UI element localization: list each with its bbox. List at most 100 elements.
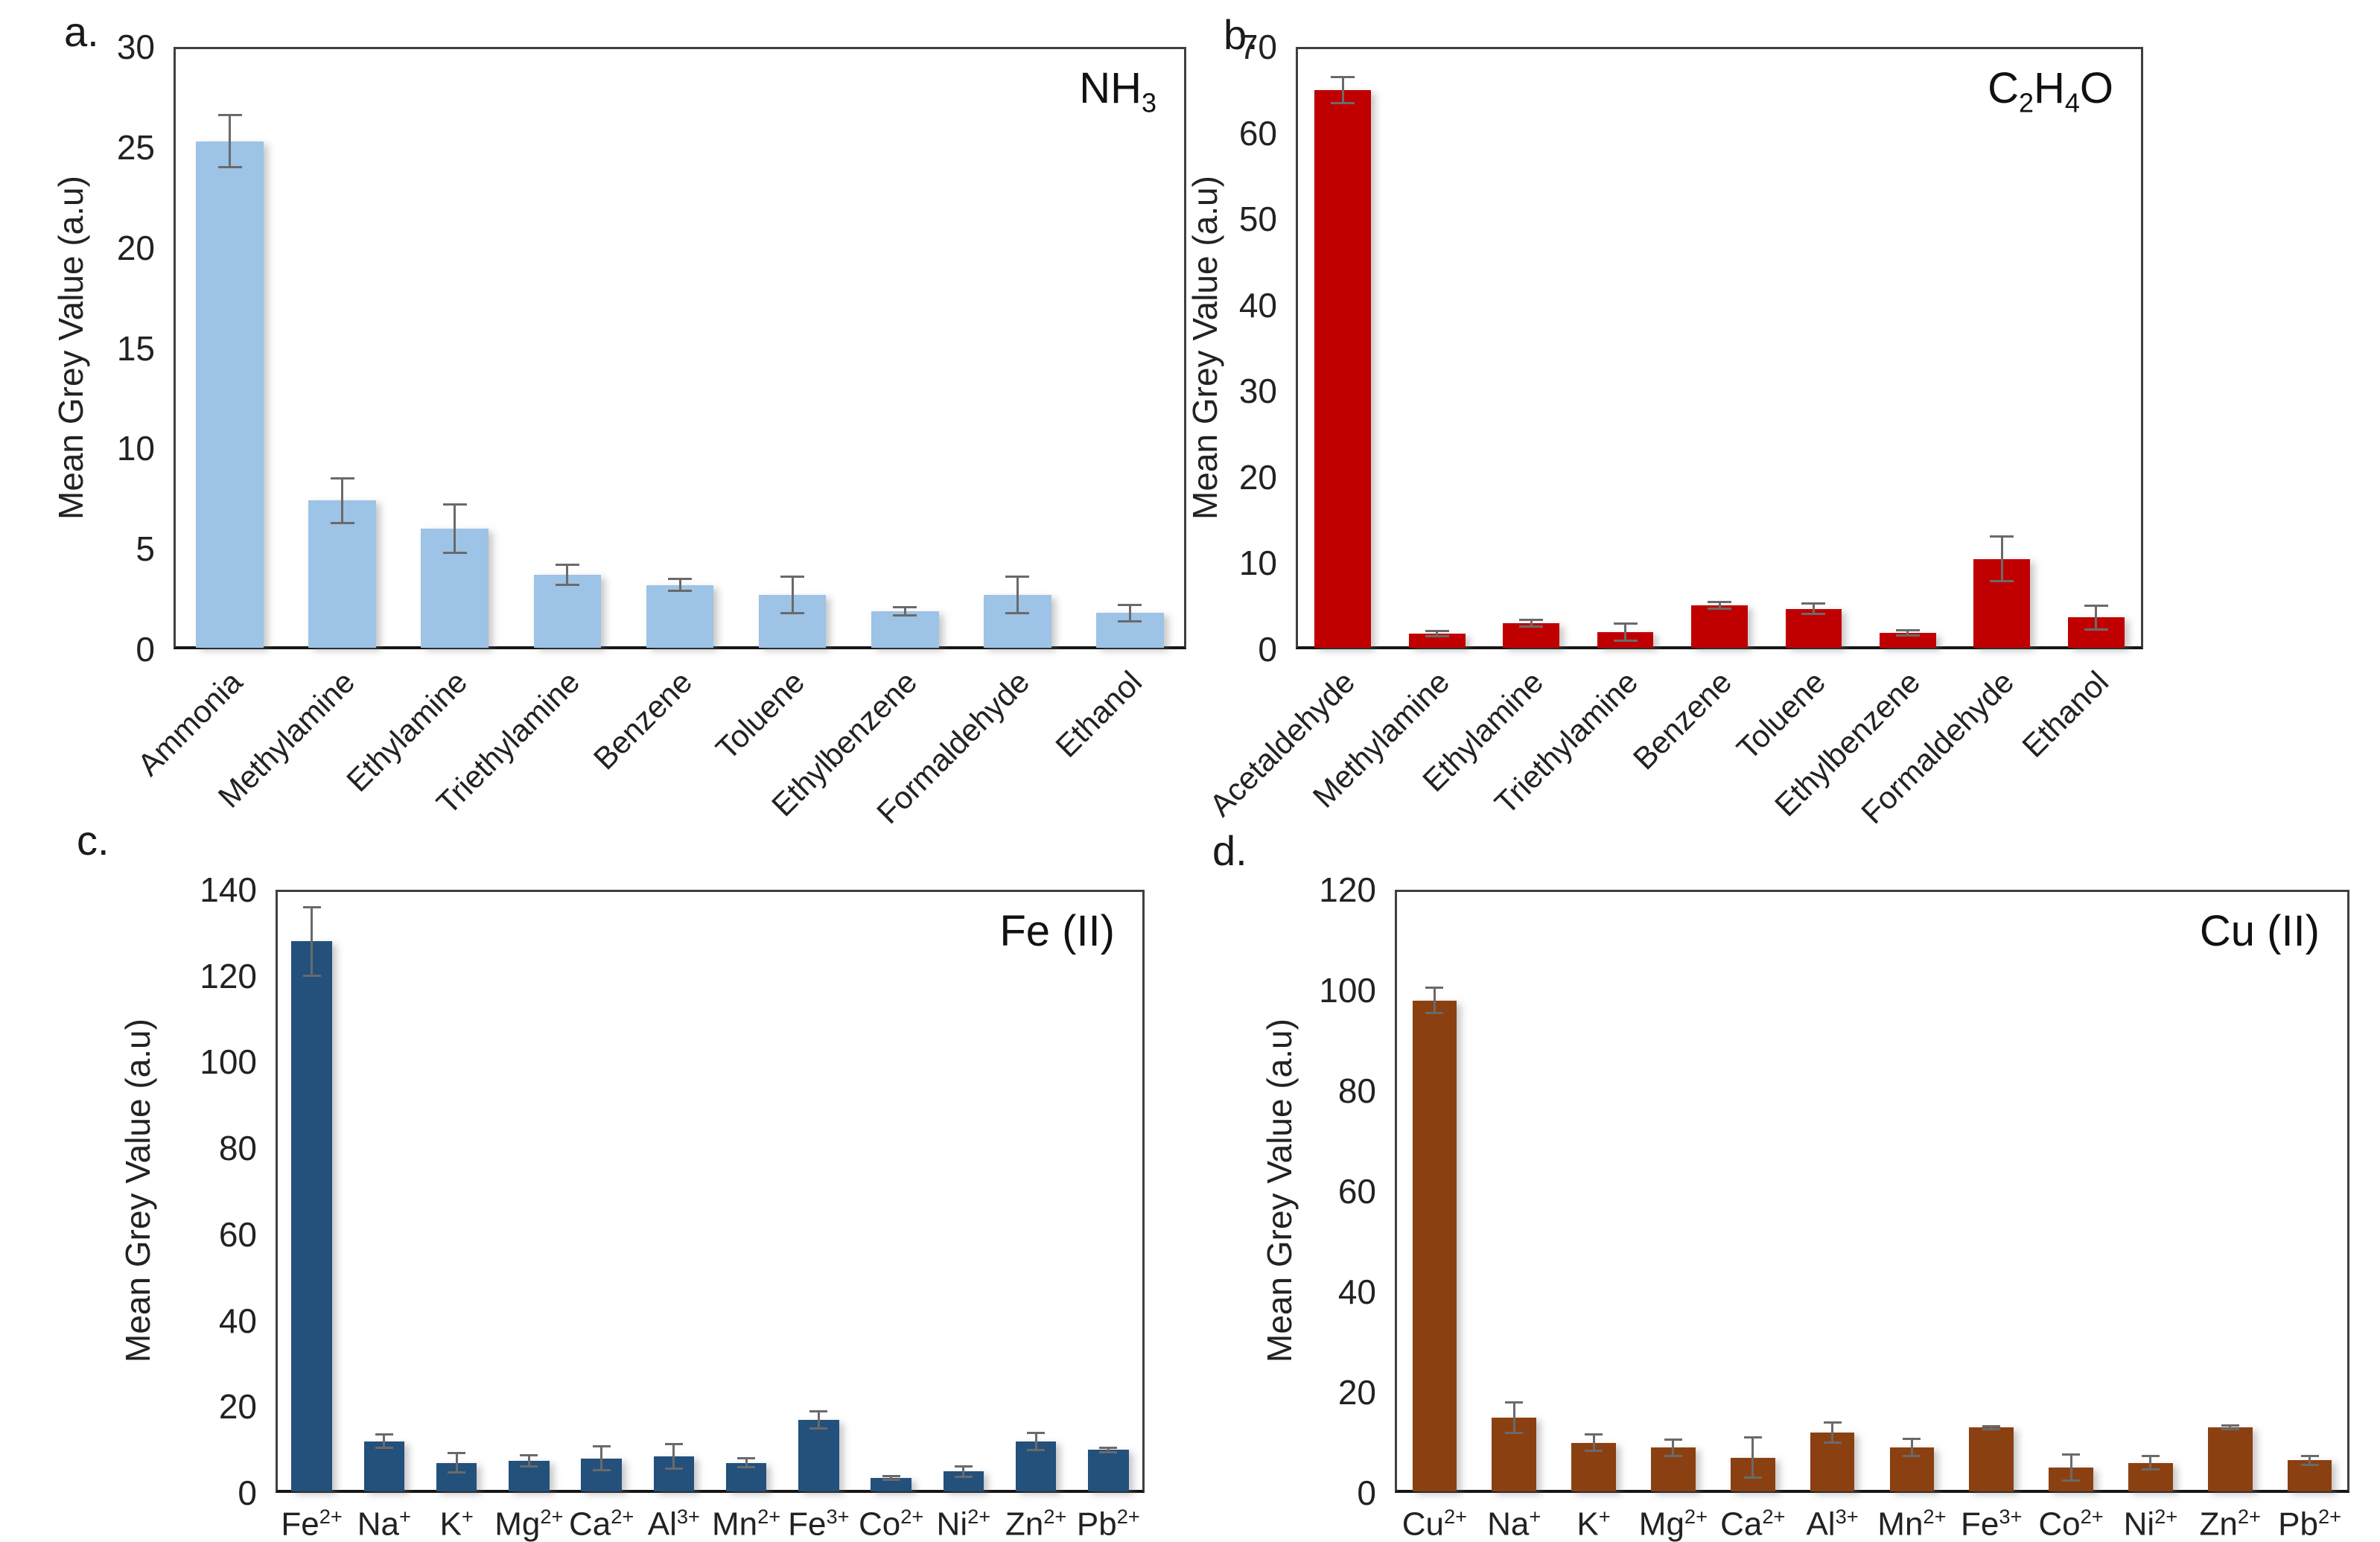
y-tick-label-d-100: 100 bbox=[1319, 971, 1376, 1010]
error-cap-a-3-high bbox=[555, 564, 579, 567]
bar-b-4 bbox=[1691, 605, 1748, 648]
error-cap-c-1-high bbox=[375, 1433, 393, 1436]
x-label-c-4: Ca2+ bbox=[568, 1505, 634, 1542]
error-bar-d-5 bbox=[1831, 1422, 1834, 1443]
error-bar-c-1 bbox=[383, 1434, 386, 1448]
error-cap-b-6-low bbox=[1895, 634, 1920, 637]
error-bar-a-0 bbox=[229, 115, 232, 168]
y-tick-label-c-140: 140 bbox=[200, 870, 257, 909]
bar-c-8 bbox=[871, 1477, 911, 1491]
error-cap-d-0-high bbox=[1425, 987, 1444, 990]
x-label-c-9: Ni2+ bbox=[936, 1505, 991, 1542]
x-label-d-1: Na+ bbox=[1487, 1505, 1541, 1542]
error-cap-c-3-high bbox=[520, 1453, 538, 1456]
error-bar-c-7 bbox=[817, 1411, 820, 1429]
panel-letter-d: d. bbox=[1212, 827, 1247, 874]
error-cap-d-9-low bbox=[2141, 1468, 2160, 1471]
y-tick-label-a-30: 30 bbox=[116, 28, 155, 66]
y-tick-label-b-60: 60 bbox=[1238, 113, 1277, 153]
x-label-c-3: Mg2+ bbox=[494, 1505, 564, 1542]
x-label-d-8: Co2+ bbox=[2038, 1505, 2104, 1542]
error-cap-a-7-high bbox=[1005, 576, 1030, 579]
error-cap-b-1-low bbox=[1425, 635, 1449, 638]
y-tick-label-c-60: 60 bbox=[218, 1214, 257, 1254]
error-bar-d-7 bbox=[1990, 1426, 1993, 1430]
error-cap-c-7-low bbox=[809, 1427, 828, 1430]
error-cap-c-9-low bbox=[954, 1475, 973, 1478]
error-cap-c-8-high bbox=[882, 1474, 900, 1477]
error-bar-d-9 bbox=[2149, 1456, 2152, 1470]
x-label-d-10: Zn2+ bbox=[2199, 1505, 2261, 1542]
error-cap-a-1-low bbox=[330, 521, 354, 524]
error-cap-b-8-high bbox=[2084, 604, 2108, 607]
error-bar-b-2 bbox=[1530, 619, 1533, 627]
y-tick-label-a-15: 15 bbox=[116, 328, 155, 368]
y-tick-label-d-60: 60 bbox=[1337, 1172, 1376, 1211]
error-cap-c-8-low bbox=[882, 1478, 900, 1481]
y-tick-label-b-40: 40 bbox=[1238, 285, 1277, 325]
y-tick-label-c-100: 100 bbox=[200, 1042, 257, 1082]
error-cap-a-2-high bbox=[442, 503, 467, 506]
error-cap-d-10-low bbox=[2221, 1428, 2239, 1431]
error-cap-a-8-low bbox=[1118, 619, 1142, 622]
error-bar-a-4 bbox=[678, 579, 681, 591]
error-cap-b-6-high bbox=[1895, 629, 1920, 632]
error-cap-d-5-low bbox=[1823, 1441, 1842, 1444]
error-cap-b-3-low bbox=[1613, 639, 1638, 642]
x-label-d-4: Ca2+ bbox=[1720, 1505, 1786, 1542]
y-tick-label-b-30: 30 bbox=[1238, 372, 1277, 411]
error-bar-d-4 bbox=[1751, 1437, 1754, 1478]
error-cap-a-5-low bbox=[780, 611, 805, 614]
error-bar-d-3 bbox=[1672, 1439, 1675, 1456]
error-bar-b-8 bbox=[2095, 605, 2098, 630]
bar-d-7 bbox=[1969, 1427, 2014, 1491]
error-cap-b-0-low bbox=[1331, 101, 1355, 104]
error-cap-d-1-low bbox=[1505, 1431, 1524, 1434]
error-bar-c-0 bbox=[311, 907, 314, 976]
error-cap-d-0-low bbox=[1425, 1011, 1444, 1014]
y-axis-label-c: Mean Grey Value (a.u) bbox=[118, 1019, 157, 1363]
x-label-d-3: Mg2+ bbox=[1638, 1505, 1708, 1542]
error-cap-c-11-low bbox=[1099, 1450, 1118, 1453]
y-tick-label-b-0: 0 bbox=[1258, 630, 1277, 669]
y-tick-label-b-70: 70 bbox=[1238, 28, 1277, 66]
error-bar-b-0 bbox=[1341, 77, 1344, 103]
error-bar-a-2 bbox=[454, 504, 456, 553]
x-label-c-2: K+ bbox=[439, 1505, 474, 1542]
error-cap-b-0-high bbox=[1331, 75, 1355, 78]
error-cap-b-4-low bbox=[1708, 608, 1731, 611]
error-bar-b-4 bbox=[1718, 602, 1721, 609]
x-label-c-8: Co2+ bbox=[858, 1505, 924, 1542]
bar-b-6 bbox=[1879, 633, 1936, 648]
error-bar-d-11 bbox=[2309, 1456, 2311, 1465]
error-cap-d-7-low bbox=[1982, 1427, 2001, 1430]
error-cap-d-11-low bbox=[2300, 1463, 2319, 1466]
error-cap-a-0-high bbox=[217, 114, 242, 117]
y-axis-label-b: Mean Grey Value (a.u) bbox=[1186, 175, 1224, 520]
y-tick-label-b-10: 10 bbox=[1238, 544, 1277, 583]
bar-a-0 bbox=[196, 141, 264, 648]
error-bar-d-2 bbox=[1592, 1434, 1595, 1451]
error-bar-a-7 bbox=[1016, 576, 1019, 614]
bar-d-0 bbox=[1412, 1000, 1457, 1491]
error-cap-d-8-high bbox=[2062, 1453, 2081, 1456]
error-cap-d-4-low bbox=[1743, 1476, 1762, 1479]
error-bar-a-5 bbox=[791, 576, 794, 614]
error-cap-b-3-high bbox=[1613, 622, 1638, 625]
error-cap-d-4-high bbox=[1743, 1436, 1762, 1439]
bar-c-7 bbox=[798, 1419, 839, 1491]
y-tick-label-d-40: 40 bbox=[1337, 1272, 1376, 1311]
y-tick-label-c-40: 40 bbox=[218, 1301, 257, 1340]
error-cap-b-2-low bbox=[1519, 625, 1544, 628]
error-cap-c-5-low bbox=[664, 1467, 683, 1470]
error-bar-b-6 bbox=[1906, 630, 1909, 636]
error-bar-c-5 bbox=[672, 1444, 675, 1468]
x-label-d-7: Fe3+ bbox=[1961, 1505, 2023, 1542]
x-label-c-11: Pb2+ bbox=[1076, 1505, 1140, 1542]
error-bar-a-3 bbox=[566, 564, 569, 585]
error-bar-c-6 bbox=[745, 1458, 748, 1468]
error-bar-d-10 bbox=[2229, 1425, 2232, 1430]
error-bar-a-8 bbox=[1128, 605, 1131, 622]
y-tick-label-c-80: 80 bbox=[218, 1129, 257, 1168]
bar-a-3 bbox=[533, 575, 602, 648]
